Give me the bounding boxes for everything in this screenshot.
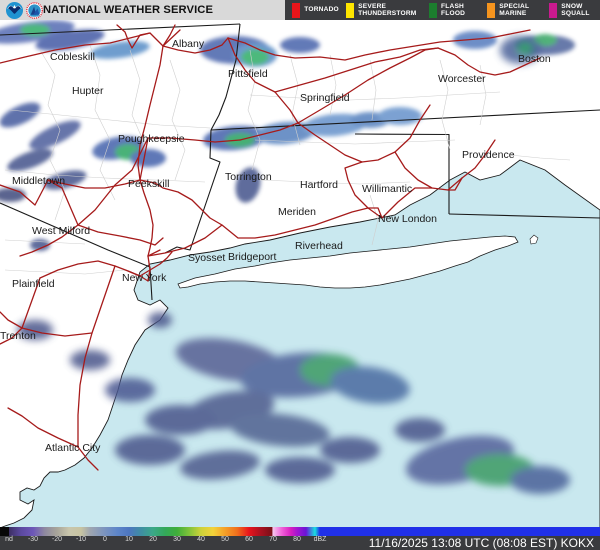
svg-text:Springfield: Springfield <box>300 92 350 104</box>
svg-text:Peekskill: Peekskill <box>128 178 169 190</box>
svg-text:West Milford: West Milford <box>32 225 90 237</box>
svg-text:Poughkeepsie: Poughkeepsie <box>118 133 185 145</box>
svg-text:Albany: Albany <box>172 38 205 50</box>
svg-text:Providence: Providence <box>462 149 515 161</box>
svg-text:Pittsfield: Pittsfield <box>228 68 268 80</box>
svg-text:New York: New York <box>122 272 167 284</box>
svg-text:Willimantic: Willimantic <box>362 183 412 195</box>
svg-text:Boston: Boston <box>518 53 551 65</box>
svg-text:Middletown: Middletown <box>12 175 65 187</box>
svg-text:Worcester: Worcester <box>438 73 486 85</box>
svg-text:Bridgeport: Bridgeport <box>228 251 277 263</box>
svg-text:Cobleskill: Cobleskill <box>50 51 95 63</box>
svg-text:Atlantic City: Atlantic City <box>45 442 101 454</box>
svg-text:Trenton: Trenton <box>0 330 36 342</box>
svg-text:Syosset: Syosset <box>188 252 225 264</box>
svg-text:Hartford: Hartford <box>300 179 338 191</box>
svg-text:New London: New London <box>378 213 437 225</box>
svg-text:Plainfield: Plainfield <box>12 278 55 290</box>
svg-text:Torrington: Torrington <box>225 171 272 183</box>
svg-text:Riverhead: Riverhead <box>295 240 343 252</box>
svg-text:Hupter: Hupter <box>72 85 104 97</box>
svg-text:Meriden: Meriden <box>278 206 316 218</box>
